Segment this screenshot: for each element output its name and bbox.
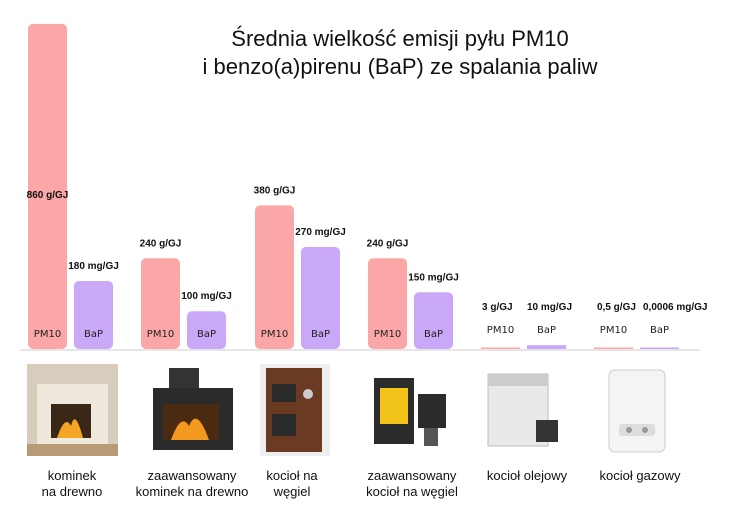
bap-series-label: BaP [424, 329, 443, 340]
bap-bar [187, 311, 226, 349]
category-label-line: kocioł na [266, 468, 318, 483]
category-label: zaawansowany kocioł na węgiel [347, 468, 477, 500]
pm10-value-label: 380 g/GJ [254, 185, 296, 196]
bap-series-label: BaP [311, 329, 330, 340]
pm10-value-label: 860 g/GJ [27, 190, 69, 201]
bap-bar [640, 347, 679, 349]
category-label: kominek na drewno [7, 468, 137, 500]
pm10-series-label: PM10 [34, 329, 61, 340]
advanced-coal-boiler-photo [368, 364, 456, 456]
gas-boiler-photo [593, 364, 681, 456]
pm10-series-label: PM10 [374, 329, 401, 340]
fireplace-photo [27, 364, 118, 456]
bap-bar [301, 246, 340, 349]
pm10-bar [141, 258, 180, 349]
category-label-line: zaawansowany [147, 468, 237, 483]
bap-series-label: BaP [650, 325, 669, 336]
bap-value-label: 270 mg/GJ [295, 227, 346, 238]
bap-value-label: 100 mg/GJ [181, 291, 232, 302]
pm10-bar [481, 347, 520, 349]
pm10-series-label: PM10 [600, 325, 627, 336]
pm10-series-label: PM10 [261, 329, 288, 340]
bap-value-label: 180 mg/GJ [68, 261, 119, 272]
bap-series-label: BaP [537, 325, 556, 336]
bap-bar [74, 280, 113, 349]
chart-title-line-1: Średnia wielkość emisji pyłu PM10 [231, 26, 569, 51]
pm10-bar [255, 205, 294, 349]
category-label-line: kominek na drewno [135, 484, 249, 499]
pm10-value-label: 3 g/GJ [482, 302, 513, 313]
pm10-bar [368, 258, 407, 349]
category-label: kocioł gazowy [575, 468, 705, 484]
oil-boiler-photo [482, 364, 570, 456]
category-label-line: kominek [47, 468, 97, 483]
coal-boiler-photo [260, 364, 330, 456]
advanced-fireplace-photo [147, 364, 237, 456]
pm10-value-label: 240 g/GJ [140, 238, 182, 249]
category-label-line: węgiel [273, 484, 311, 499]
bap-bar [414, 292, 453, 349]
category-label-line: kocioł olejowy [486, 468, 568, 483]
pm10-bar [28, 23, 67, 349]
pm10-value-label: 0,5 g/GJ [597, 302, 636, 313]
category-label-line: zaawansowany [367, 468, 457, 483]
bap-value-label: 10 mg/GJ [527, 302, 572, 313]
bap-bar [527, 345, 566, 349]
category-label: kocioł olejowy [462, 468, 592, 484]
category-label: kocioł na węgiel [227, 468, 357, 500]
category-label-line: na drewno [41, 484, 103, 499]
pm10-value-label: 240 g/GJ [367, 238, 409, 249]
bap-value-label: 0,0006 mg/GJ [643, 302, 707, 313]
pm10-series-label: PM10 [487, 325, 514, 336]
pm10-series-label: PM10 [147, 329, 174, 340]
chart-title-line-2: i benzo(a)pirenu (BaP) ze spalania paliw [202, 54, 598, 79]
category-label: zaawansowany kominek na drewno [127, 468, 257, 500]
pm10-bar [594, 347, 633, 349]
bap-series-label: BaP [84, 329, 103, 340]
category-label-line: kocioł gazowy [599, 468, 681, 483]
category-label-line: kocioł na węgiel [366, 484, 458, 499]
bap-series-label: BaP [197, 329, 216, 340]
bap-value-label: 150 mg/GJ [408, 272, 459, 283]
